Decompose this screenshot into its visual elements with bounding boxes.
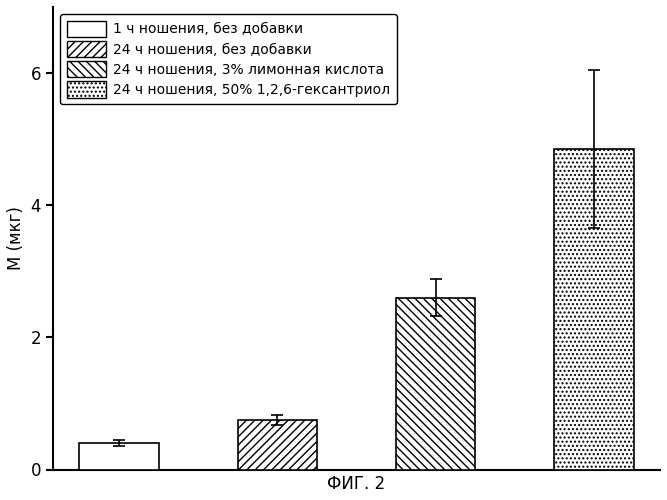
X-axis label: ФИГ. 2: ФИГ. 2	[327, 475, 386, 493]
Legend: 1 ч ношения, без добавки, 24 ч ношения, без добавки, 24 ч ношения, 3% лимонная к: 1 ч ношения, без добавки, 24 ч ношения, …	[60, 14, 397, 104]
Bar	[396, 298, 476, 470]
Bar	[237, 420, 317, 470]
Bar	[79, 443, 159, 469]
Bar	[554, 149, 634, 470]
Y-axis label: М (мкг): М (мкг)	[7, 206, 25, 270]
